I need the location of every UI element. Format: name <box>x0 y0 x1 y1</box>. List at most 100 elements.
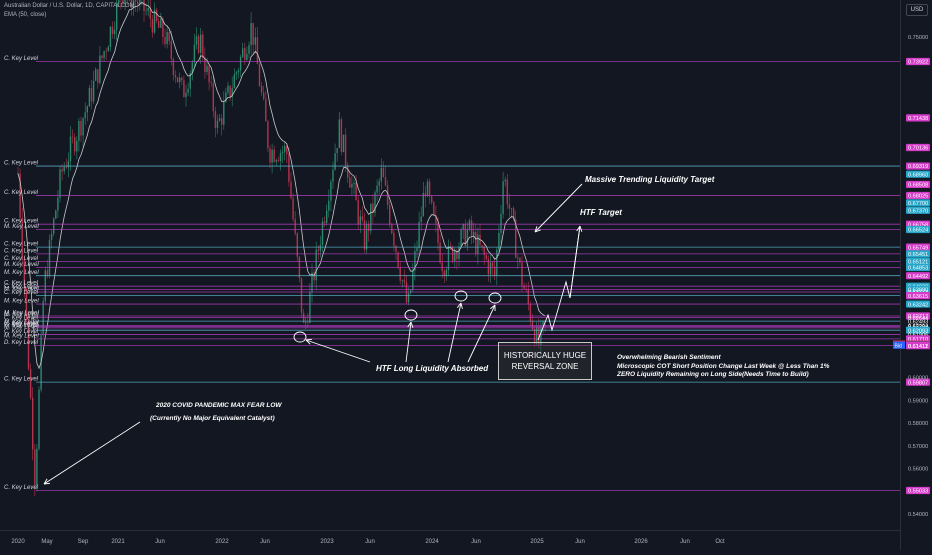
reversal-zone-box: HISTORICALLY HUGE REVERSAL ZONE <box>498 342 592 380</box>
arrow-covid-low[interactable] <box>43 421 141 485</box>
candle-body <box>281 151 284 153</box>
liquidity-circle[interactable] <box>404 309 418 321</box>
liquidity-circle[interactable] <box>454 290 468 302</box>
candle-body <box>517 257 519 259</box>
candle-body <box>248 45 250 54</box>
candle-body <box>277 160 280 162</box>
candle-body <box>101 55 103 58</box>
candle-body <box>195 36 198 45</box>
candle-body <box>145 10 147 12</box>
candle-body <box>342 134 345 152</box>
arrow-absorbed-3[interactable] <box>447 302 463 363</box>
time-axis[interactable] <box>0 530 900 551</box>
key-level-label: M. Key Level <box>4 325 39 331</box>
key-level-label: C. Key Level <box>4 377 39 383</box>
arrow-htf-target[interactable] <box>569 225 583 299</box>
candle-body <box>435 214 437 224</box>
candle-body <box>218 118 221 121</box>
candle-body <box>27 319 30 369</box>
liquidity-circle[interactable] <box>293 331 307 343</box>
note-line-3: ZERO Liquidity Remaining on Long Side(Ne… <box>617 371 809 379</box>
candle-body <box>477 234 479 254</box>
candle-body <box>200 34 202 53</box>
candle-body <box>107 47 109 52</box>
candle-body <box>153 9 156 33</box>
candle-body <box>529 304 532 322</box>
candle-body <box>460 229 462 247</box>
covid-label-1: 2020 COVID PANDEMIC MAX FEAR LOW <box>156 402 282 409</box>
candle-body <box>349 177 351 188</box>
candle-body <box>36 448 38 486</box>
massive-target-label: Massive Trending Liquidity Target <box>585 175 715 184</box>
candle-body <box>470 220 473 236</box>
candle-body <box>313 272 315 281</box>
arrow-absorbed-2[interactable] <box>405 321 414 363</box>
candle-body <box>458 246 460 260</box>
key-level-label: M. Key Level <box>4 270 39 276</box>
candle-body <box>292 198 294 220</box>
arrow-massive-target[interactable] <box>534 183 583 233</box>
key-level-label: C. Key Level <box>4 248 39 254</box>
candle-body <box>370 203 372 231</box>
arrow-absorbed-4[interactable] <box>467 304 496 363</box>
candle-body <box>197 36 200 53</box>
candle-body <box>311 272 313 292</box>
candle-body <box>334 153 336 170</box>
currency-button[interactable]: USD <box>906 4 928 16</box>
candle-body <box>256 37 259 64</box>
candle-body <box>357 200 359 225</box>
candle-body <box>174 75 177 78</box>
candle-body <box>225 92 227 102</box>
htf-target-label: HTF Target <box>580 208 622 217</box>
candle-body <box>21 217 23 261</box>
candle-body <box>506 179 508 205</box>
candle-body <box>113 29 116 35</box>
candle-body <box>63 167 65 172</box>
indicator-label[interactable]: EMA (50, close) <box>4 12 47 18</box>
key-level-label: M. Key Level <box>4 320 39 326</box>
candle-body <box>90 88 93 102</box>
candle-body <box>229 85 231 98</box>
candle-body <box>179 77 181 83</box>
candle-body <box>527 289 529 305</box>
price-axis[interactable] <box>900 0 932 550</box>
candle-body <box>521 262 523 286</box>
candle-body <box>92 80 95 102</box>
candle-body <box>361 216 364 221</box>
candle-body <box>103 51 105 58</box>
candle-body <box>515 219 517 258</box>
candle-body <box>365 224 368 250</box>
candle-body <box>82 118 84 136</box>
candle-body <box>489 262 492 275</box>
candle-body <box>485 255 487 259</box>
candle-body <box>84 112 86 119</box>
candle-body <box>542 321 544 326</box>
candle-body <box>193 44 196 63</box>
candle-body <box>294 219 296 234</box>
liquidity-circle[interactable] <box>488 292 502 304</box>
candle-body <box>263 92 265 99</box>
projection-path[interactable] <box>537 225 581 341</box>
candle-body <box>372 203 374 213</box>
candle-body <box>231 87 233 98</box>
candle-body <box>363 220 366 250</box>
candle-body <box>258 63 261 87</box>
candle-body <box>76 140 78 152</box>
key-level-label: C. Key Level <box>4 322 39 328</box>
arrow-absorbed-1[interactable] <box>305 338 371 363</box>
candle-body <box>420 216 422 222</box>
candle-body <box>454 251 456 262</box>
candle-body <box>244 48 246 61</box>
candle-body <box>445 269 448 276</box>
candle-body <box>437 223 439 243</box>
candle-body <box>290 181 292 199</box>
candle-body <box>384 177 387 186</box>
candle-body <box>166 31 168 44</box>
candle-body <box>424 193 427 197</box>
candle-body <box>275 160 277 162</box>
key-level-label: D. Key Level <box>4 340 39 346</box>
candle-body <box>250 23 252 46</box>
candle-body <box>397 252 399 268</box>
